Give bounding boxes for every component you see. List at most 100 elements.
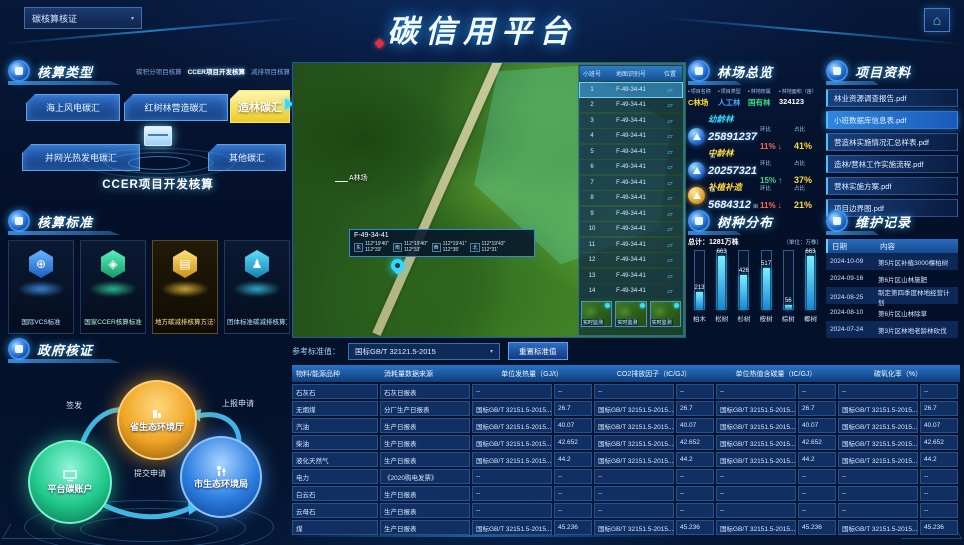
standard-select[interactable]: 国标GB/T 32151.5-2015...	[838, 418, 918, 433]
map-thumbnail[interactable]: 实时监测	[581, 301, 613, 327]
plot-row[interactable]: 10 F-49-34-41 ▱	[580, 222, 682, 236]
reset-standard-button[interactable]: 重置标准值	[508, 342, 568, 360]
home-button[interactable]: ⌂	[924, 8, 950, 32]
emission-table-header: 物料/能源品种 消耗量数据来源 单位发热量（GJ/t） CO2排放因子（tC/G…	[292, 365, 960, 382]
standard-select: --	[472, 486, 552, 501]
plot-row[interactable]: 9 F-49-34-41 ▱	[580, 206, 682, 221]
standard-select[interactable]: 国标GB/T 32151.5-2015...▾	[838, 401, 918, 416]
polygon-location-icon[interactable]: ▱	[667, 117, 673, 125]
tab-ccer-project[interactable]: CCER项目开发核算	[187, 69, 245, 76]
value-cell: --	[798, 503, 836, 518]
glow-decor	[89, 281, 137, 297]
value-cell: --	[798, 486, 836, 501]
standard-select[interactable]: 国标GB/T 32151.5-2015...	[472, 452, 552, 467]
plot-row[interactable]: 14 F-49-34-41 ▱	[580, 284, 682, 298]
value-cell: 40.07	[676, 418, 714, 433]
arrow-right-icon[interactable]	[285, 98, 294, 110]
standard-select[interactable]: 国标GB/T 32151.5-2015...	[472, 435, 552, 450]
plot-row[interactable]: 6 F-49-34-41 ▱	[580, 160, 682, 174]
polygon-location-icon[interactable]: ▱	[667, 86, 673, 94]
maintenance-row[interactable]: 2024-07-24 第3片区林地老龄林砍伐	[826, 321, 958, 338]
col-oxidation-rate: 碳氧化率（%）	[873, 370, 923, 378]
plot-row[interactable]: 11 F-49-34-41 ▱	[580, 237, 682, 252]
type-button-afforestation[interactable]: 造林碳汇	[230, 90, 290, 123]
standard-card-label: 团体标准碳减排核算方法学	[227, 319, 287, 326]
polygon-location-icon[interactable]: ▱	[667, 257, 673, 264]
ccer-center-graphic: CCER项目开发核算	[70, 126, 246, 192]
standard-card-local[interactable]: ▤ 地方碳减排核算方法学	[152, 240, 218, 334]
plot-row[interactable]: 7 F-49-34-41 ▱	[580, 175, 682, 190]
polygon-location-icon[interactable]: ▱	[667, 164, 673, 171]
forest-map[interactable]: A林场 F-49-34-41 东 112°19′40″ 112°33′ 南 112°19…	[292, 62, 686, 338]
standard-select[interactable]: 国标GB/T 32151.5-2015...	[716, 418, 796, 433]
standard-select[interactable]: 国标GB/T 32151.5-2015...	[716, 452, 796, 467]
plot-row[interactable]: 5 F-49-34-41 ▱	[580, 144, 682, 159]
standard-select[interactable]: 国标GB/T 32151.5-2015...	[594, 418, 674, 433]
standard-select[interactable]: 国标GB/T 32151.5-2015...	[594, 452, 674, 467]
standard-select[interactable]: 国标GB/T 32151.5-2015...	[838, 452, 918, 467]
polygon-location-icon[interactable]: ▱	[667, 226, 673, 233]
standard-select[interactable]: 国标GB/T 32151.5-2015...▾	[716, 401, 796, 416]
plot-row[interactable]: 3 F-49-34-41 ▱	[580, 113, 682, 128]
arrow-label-submit: 提交申请	[134, 469, 166, 478]
plot-row[interactable]: 2 F-49-34-41 ▱	[580, 98, 682, 112]
polygon-location-icon[interactable]: ▱	[667, 102, 673, 109]
map-thumbnail[interactable]: 实时监测	[615, 301, 647, 327]
polygon-location-icon[interactable]: ▱	[667, 133, 673, 140]
bar-value: 426	[738, 268, 749, 274]
share-value: 37%	[794, 175, 813, 185]
standard-card-group[interactable]: ♟ 团体标准碳减排核算方法学	[224, 240, 290, 334]
mode-select[interactable]: 碳核算核证 ▾	[24, 7, 142, 29]
standard-select[interactable]: 国标GB/T 32151.5-2015...	[594, 435, 674, 450]
maintenance-row[interactable]: 2024-09-16 第6片区山林施肥	[826, 270, 958, 287]
standard-select[interactable]: 国标GB/T 32151.5-2015...	[838, 520, 918, 535]
value-cell: 44.2	[554, 452, 592, 467]
polygon-location-icon[interactable]: ▱	[667, 179, 673, 187]
standard-select[interactable]: 国标GB/T 32151.5-2015...	[472, 520, 552, 535]
boundary-lon: 112°33′	[365, 247, 382, 253]
plot-row[interactable]: 1 F-49-34-41 ▱	[579, 81, 683, 98]
plot-row[interactable]: 4 F-49-34-41 ▱	[580, 129, 682, 143]
map-thumbnail[interactable]: 实时监测	[649, 301, 681, 327]
type-buttons: 海上风电碳汇 红树林营造碳汇 造林碳汇 并网光热发电碳汇 其他碳汇 CCER项目…	[8, 82, 294, 210]
col-material: 物料/能源品种	[296, 370, 340, 378]
type-button-mangrove[interactable]: 红树林营造碳汇	[124, 94, 228, 121]
bar-value: 56	[784, 298, 792, 304]
standard-select[interactable]: 国标GB/T 32151.5-2015...	[716, 435, 796, 450]
maintenance-row[interactable]: 2024-08-25 制定第四季度林地经营计划	[826, 287, 958, 307]
tab-reduction-project[interactable]: 减排项目核算	[251, 69, 290, 76]
standard-select[interactable]: 国标GB/T 32151.5-2015...▾	[472, 401, 552, 416]
standard-select[interactable]: 国标GB/T 32151.5-2015...▾	[594, 401, 674, 416]
document-item[interactable]: 林业资源调查报告.pdf	[826, 89, 958, 107]
maintenance-content: 第3片区林地老龄林砍伐	[878, 327, 947, 335]
type-button-offshore-wind[interactable]: 海上风电碳汇	[26, 94, 120, 121]
plot-table: 小班号 地图识别号 位置 1 F-49-34-41 ▱ 2 F-49-34-41 ▱ 3 F-…	[578, 64, 684, 336]
polygon-location-icon[interactable]: ▱	[667, 272, 673, 280]
standard-card-vcs[interactable]: ⊕ 国际VCS标准	[8, 240, 74, 334]
polygon-location-icon[interactable]: ▱	[667, 288, 673, 295]
document-item[interactable]: 营林实施方案.pdf	[826, 177, 958, 195]
maintenance-row[interactable]: 2024-10-09 第5片区补植3000棵柏树	[826, 253, 958, 270]
hb-value: 15%	[760, 176, 782, 185]
species-unit: （单位：万株）	[783, 240, 822, 246]
document-item[interactable]: 营造林实施情况汇总样表.pdf	[826, 133, 958, 151]
standard-select[interactable]: 国标GB/T 32151.5-2015...	[594, 520, 674, 535]
value-cell: --	[920, 486, 958, 501]
standard-card-ccer[interactable]: ◈ 国家CCER核算标准	[80, 240, 146, 334]
polygon-location-icon[interactable]: ▱	[667, 210, 673, 218]
polygon-location-icon[interactable]: ▱	[667, 241, 673, 249]
document-item[interactable]: 小班数据库信息表.pdf	[826, 111, 958, 129]
plot-row[interactable]: 8 F-49-34-41 ▱	[580, 191, 682, 205]
plot-row[interactable]: 13 F-49-34-41 ▱	[580, 268, 682, 283]
standard-select[interactable]: 国标GB/T 32151.5-2015...	[716, 520, 796, 535]
bar-value: 663	[805, 249, 816, 255]
tab-credit-project[interactable]: 碳积分项目核算	[136, 69, 182, 76]
maintenance-row[interactable]: 2024-08-10 第6片区山林除草	[826, 304, 958, 321]
polygon-location-icon[interactable]: ▱	[667, 195, 673, 202]
plot-row[interactable]: 12 F-49-34-41 ▱	[580, 253, 682, 267]
standard-select[interactable]: 国标GB/T 32151.5-2015...	[838, 435, 918, 450]
polygon-location-icon[interactable]: ▱	[667, 148, 673, 156]
reference-standard-select[interactable]: 国标GB/T 32121.5-2015 ▾	[348, 342, 500, 360]
standard-select[interactable]: 国标GB/T 32151.5-2015...	[472, 418, 552, 433]
document-item[interactable]: 造林/营林工作实施流程.pdf	[826, 155, 958, 173]
